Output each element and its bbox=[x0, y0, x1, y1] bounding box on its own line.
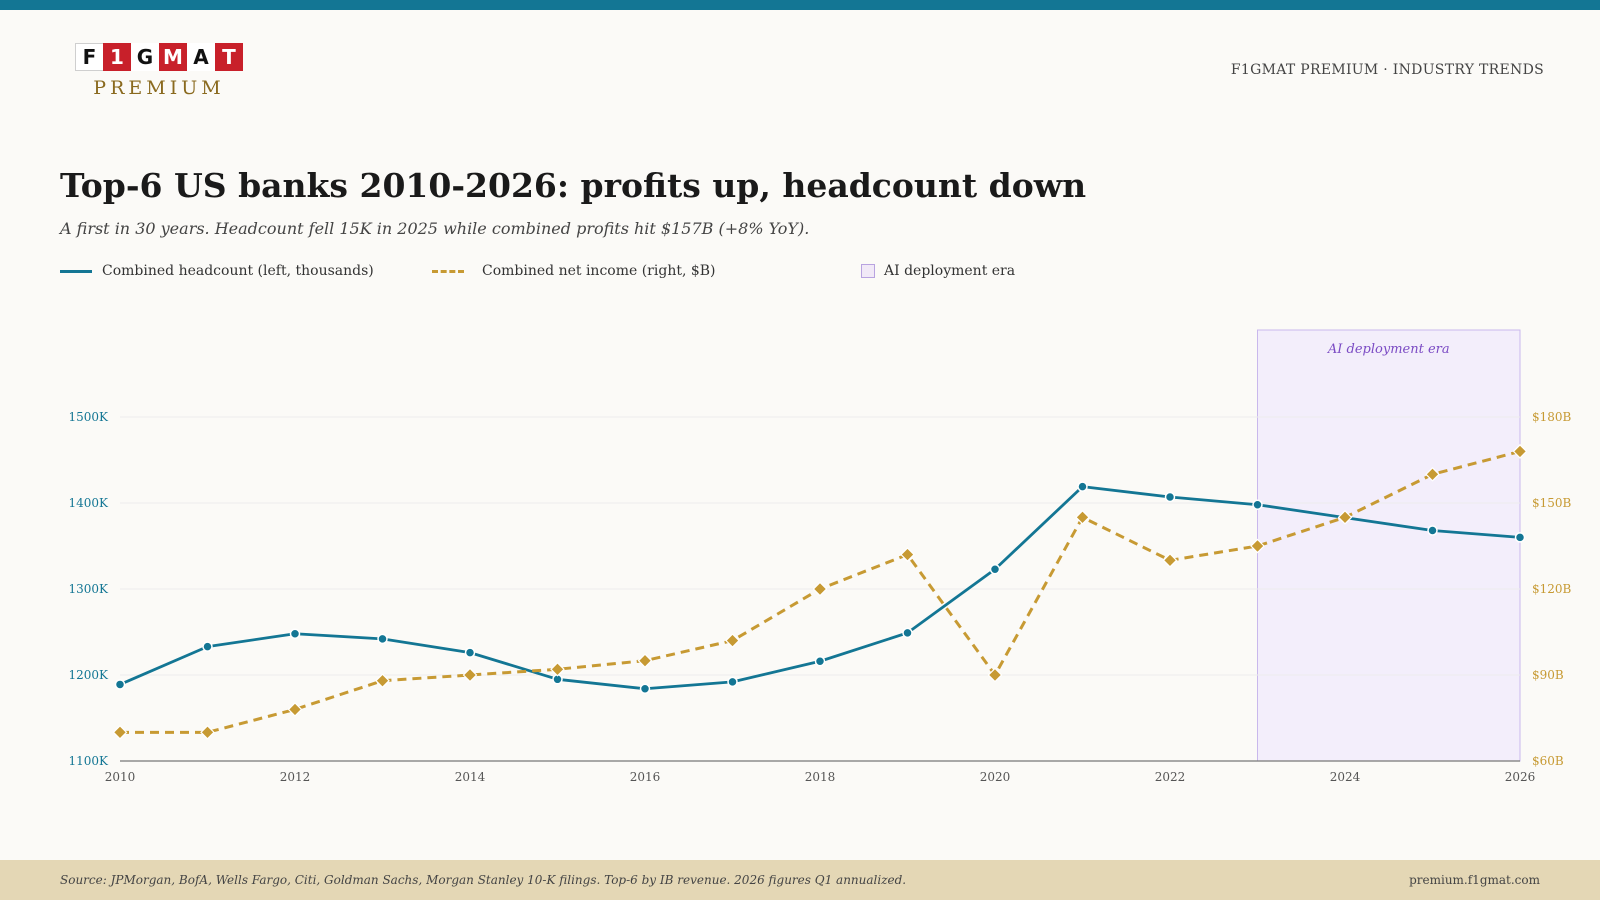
y-left-tick-label: 1200K bbox=[68, 668, 109, 682]
legend-label-ai-era: AI deployment era bbox=[884, 263, 1016, 279]
x-tick-label: 2018 bbox=[805, 770, 836, 784]
logo-letter: A bbox=[187, 43, 215, 71]
income-data-point bbox=[1425, 466, 1440, 482]
headcount-data-point bbox=[1164, 491, 1176, 503]
y-left-tick-label: 1400K bbox=[68, 496, 109, 510]
headcount-data-point bbox=[289, 628, 301, 639]
ai-era-label: AI deployment era bbox=[1327, 342, 1450, 357]
headcount-data-point bbox=[639, 683, 651, 695]
legend-label-income: Combined net income (right, $B) bbox=[482, 263, 716, 279]
income-data-point bbox=[637, 653, 653, 669]
footer-source-note: Source: JPMorgan, BofA, Wells Fargo, Cit… bbox=[60, 873, 907, 887]
income-data-point bbox=[550, 661, 565, 677]
income-data-point bbox=[1075, 509, 1090, 525]
y-right-tick-label: $60B bbox=[1532, 754, 1564, 768]
headcount-data-point bbox=[1252, 499, 1263, 510]
y-right-tick-label: $120B bbox=[1532, 582, 1572, 596]
legend-label-headcount: Combined headcount (left, thousands) bbox=[102, 263, 374, 279]
headcount-data-point bbox=[1077, 481, 1088, 492]
logo-letter: M bbox=[159, 43, 187, 71]
income-data-point bbox=[900, 547, 915, 562]
y-right-tick-label: $90B bbox=[1532, 668, 1564, 682]
legend-swatch-headcount bbox=[60, 269, 92, 273]
legend-swatch-income bbox=[432, 269, 464, 273]
x-tick-label: 2020 bbox=[980, 770, 1011, 784]
legend-item-ai-era: AI deployment era bbox=[861, 263, 1015, 279]
x-tick-label: 2012 bbox=[280, 770, 311, 784]
logo-letter: T bbox=[215, 43, 243, 71]
top-accent-bar bbox=[0, 0, 1600, 10]
y-left-tick-label: 1500K bbox=[68, 410, 109, 424]
legend-swatch-ai-era bbox=[861, 264, 875, 278]
x-tick-label: 2010 bbox=[105, 770, 136, 784]
income-data-point bbox=[725, 633, 740, 648]
y-right-tick-label: $180B bbox=[1532, 410, 1572, 424]
headcount-data-point bbox=[377, 633, 388, 645]
y-right-tick-label: $150B bbox=[1532, 496, 1572, 510]
chart-subtitle: A first in 30 years. Headcount fell 15K … bbox=[60, 219, 810, 238]
ai-era-region bbox=[1257, 329, 1521, 762]
income-data-point bbox=[1512, 444, 1528, 459]
logo-letter: 1 bbox=[103, 43, 131, 71]
x-tick-label: 2024 bbox=[1330, 770, 1361, 784]
x-tick-label: 2026 bbox=[1505, 770, 1536, 784]
headcount-data-point bbox=[114, 679, 126, 690]
footer-bar: Source: JPMorgan, BofA, Wells Fargo, Cit… bbox=[0, 860, 1600, 900]
x-tick-label: 2014 bbox=[455, 770, 486, 784]
income-data-point bbox=[462, 667, 478, 683]
y-left-tick-label: 1300K bbox=[68, 582, 109, 596]
headcount-data-point bbox=[1427, 525, 1438, 536]
legend-item-headcount: Combined headcount (left, thousands) bbox=[60, 263, 374, 279]
headcount-data-point bbox=[902, 627, 913, 639]
income-data-point bbox=[287, 702, 303, 717]
legend-item-income: Combined net income (right, $B) bbox=[432, 263, 716, 279]
headcount-data-point bbox=[1514, 532, 1526, 543]
x-tick-label: 2016 bbox=[630, 770, 661, 784]
headcount-data-point bbox=[464, 647, 476, 658]
income-data-point bbox=[1250, 538, 1265, 554]
headcount-data-point bbox=[989, 563, 1001, 575]
income-data-point bbox=[1337, 509, 1353, 525]
footer-url-link[interactable]: premium.f1gmat.com bbox=[1409, 873, 1540, 887]
x-tick-label: 2022 bbox=[1155, 770, 1186, 784]
line-chart: AI deployment era 1100K 1200K 1300K 1400K 150… bbox=[68, 329, 1572, 784]
logo-letter: G bbox=[131, 43, 159, 71]
y-left-tick-label: 1100K bbox=[68, 754, 109, 768]
income-data-point bbox=[112, 724, 128, 740]
logo-letter: F bbox=[75, 43, 103, 71]
headcount-data-point bbox=[814, 655, 826, 667]
logo-premium-label: PREMIUM bbox=[93, 77, 225, 99]
income-data-point bbox=[1162, 552, 1178, 568]
income-data-point bbox=[812, 581, 828, 597]
chart-title: Top-6 US banks 2010-2026: profits up, he… bbox=[60, 166, 1087, 205]
income-data-point bbox=[987, 667, 1003, 683]
income-data-point bbox=[375, 673, 390, 689]
headcount-data-point bbox=[727, 676, 738, 688]
headcount-data-point bbox=[202, 641, 213, 652]
income-data-point bbox=[200, 724, 215, 740]
header-section-label: F1GMAT PREMIUM · INDUSTRY TRENDS bbox=[1230, 62, 1544, 78]
